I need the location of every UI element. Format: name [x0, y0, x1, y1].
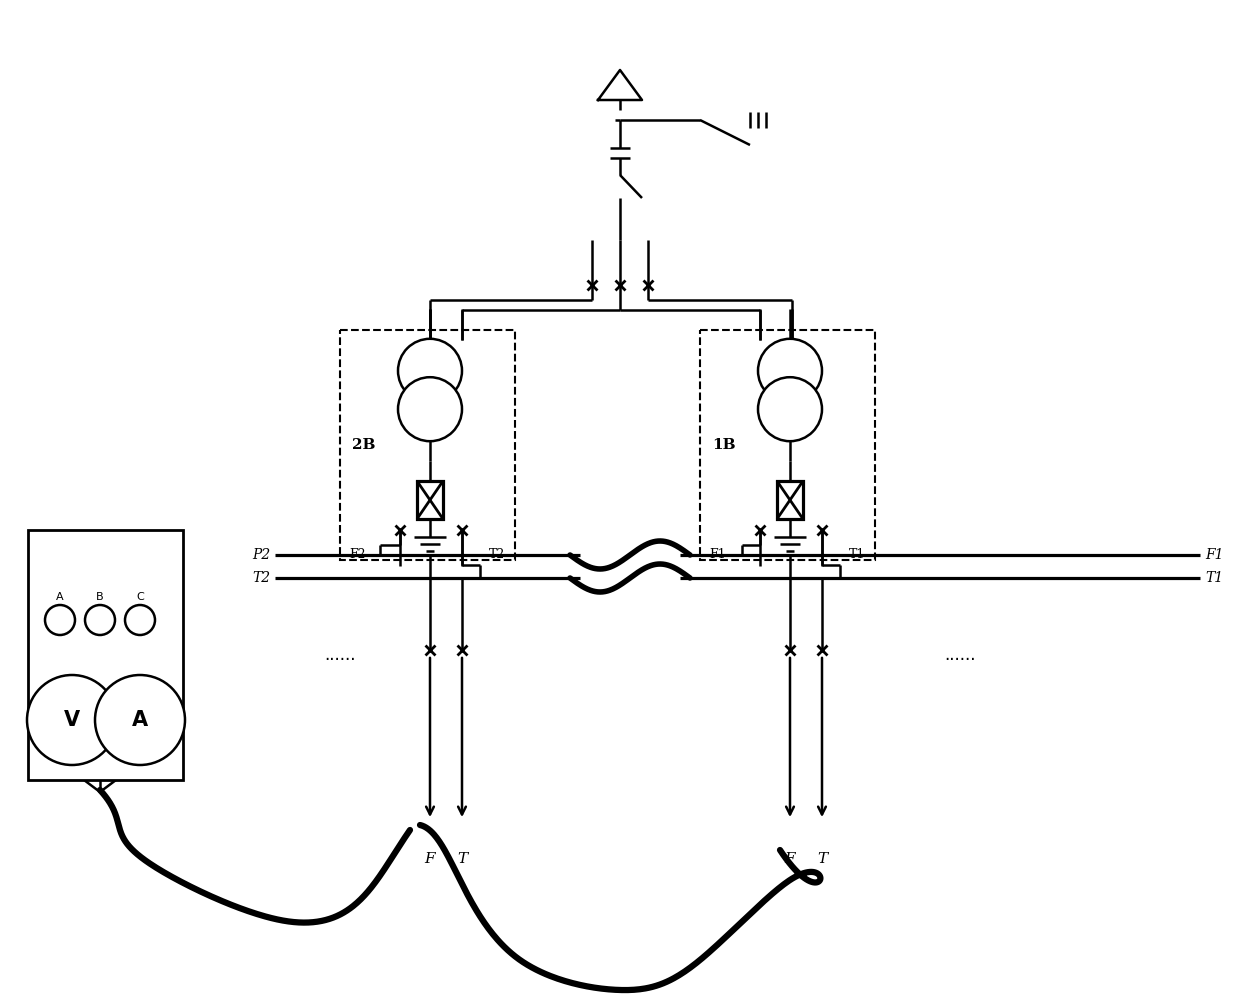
Text: T2: T2 [252, 571, 270, 585]
Text: V: V [64, 710, 81, 730]
Text: ......: ...... [325, 646, 356, 664]
Text: P2: P2 [252, 548, 270, 562]
Circle shape [398, 377, 462, 442]
Circle shape [398, 339, 462, 403]
Text: 2B: 2B [352, 438, 375, 452]
Circle shape [85, 605, 115, 635]
Circle shape [27, 675, 116, 765]
Text: 1B: 1B [712, 438, 736, 452]
Text: F1: F1 [1206, 548, 1223, 562]
Bar [418, 481, 444, 519]
Bar [700, 330, 875, 560]
Text: B: B [97, 592, 104, 602]
Text: T1: T1 [1206, 571, 1223, 585]
Text: T: T [817, 852, 828, 866]
Text: ......: ...... [944, 646, 976, 664]
Circle shape [95, 675, 185, 765]
Text: F: F [425, 852, 435, 866]
Text: A: A [131, 710, 149, 730]
Bar [777, 481, 803, 519]
Text: F: F [784, 852, 795, 866]
Text: T1: T1 [849, 548, 865, 561]
Text: T: T [457, 852, 467, 866]
Text: T2: T2 [489, 548, 506, 561]
Text: A: A [56, 592, 64, 602]
Circle shape [45, 605, 76, 635]
Circle shape [758, 339, 821, 403]
Text: C: C [136, 592, 144, 602]
Bar [28, 530, 183, 780]
Circle shape [125, 605, 155, 635]
Bar [339, 330, 515, 560]
Text: F2: F2 [349, 548, 367, 561]
Text: F1: F1 [710, 548, 726, 561]
Circle shape [758, 377, 821, 442]
